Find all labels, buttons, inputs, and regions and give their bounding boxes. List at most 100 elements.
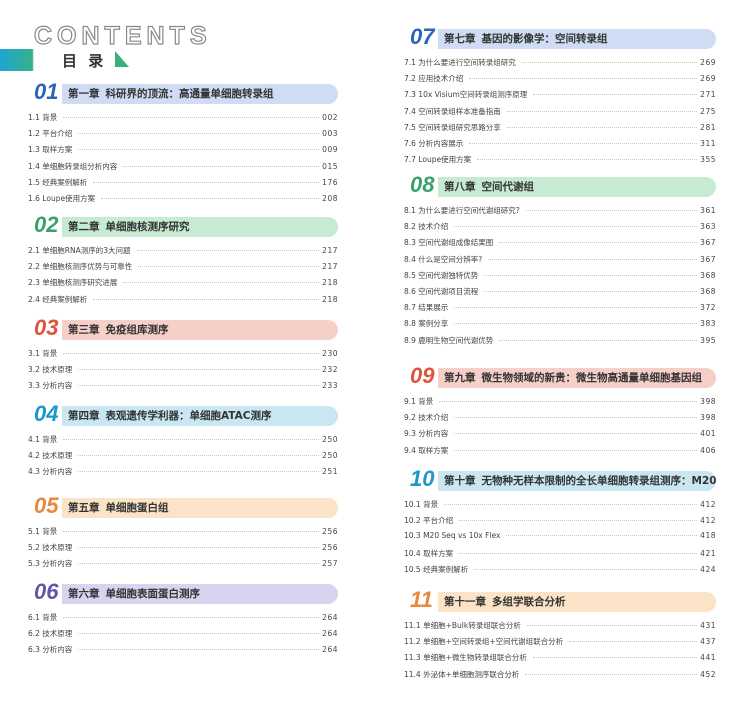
toc-entry[interactable]: 8.5 空间代谢独特优势 368 [404,270,716,286]
toc-entry[interactable]: 9.1 背景 398 [404,396,716,412]
toc-entry[interactable]: 3.2 技术原理 232 [28,364,338,380]
dot-leader [63,117,320,118]
chapter-label: 第六章 [68,588,100,600]
toc-entry[interactable]: 5.2 技术原理 256 [28,542,338,558]
chapter-header[interactable]: 07 第七章 基因的影像学：空间转录组 [404,24,716,51]
toc-entry[interactable]: 5.3 分析内容 257 [28,558,338,574]
toc-entry[interactable]: 6.2 技术原理 264 [28,628,338,644]
toc-entry[interactable]: 9.2 技术介绍 398 [404,412,716,428]
chapter-header[interactable]: 04 第四章 表观遗传学利器：单细胞ATAC测序 [28,401,338,428]
section-list: 6.1 背景 264 6.2 技术原理 264 6.3 分析内容 264 [28,612,338,661]
toc-entry[interactable]: 1.6 Loupe使用方案 208 [28,193,338,209]
toc-entry-label: 7.4 空间转录组样本准备指南 [404,106,501,116]
toc-entry-page: 002 [322,113,338,122]
toc-entry[interactable]: 8.3 空间代谢组成像结果图 367 [404,237,716,253]
toc-entry[interactable]: 7.7 Loupe使用方案 355 [404,154,716,170]
toc-entry[interactable]: 10.5 经典案例解析 424 [404,564,716,580]
chapter-header[interactable]: 03 第三章 免疫组库测序 [28,315,338,342]
toc-entry[interactable]: 10.1 背景 412 [404,499,716,515]
chapter-header[interactable]: 11 第十一章 多组学联合分析 [404,587,716,614]
header-gradient-bar [0,49,130,71]
toc-entry[interactable]: 10.4 取样方案 421 [404,548,716,564]
chapter-header[interactable]: 01 第一章 科研界的顶流：高通量单细胞转录组 [28,79,338,106]
toc-entry[interactable]: 6.1 背景 264 [28,612,338,628]
toc-entry[interactable]: 11.1 单细胞+Bulk转录组联合分析 431 [404,620,716,636]
toc-entry[interactable]: 2.3 单细胞核测序研究进展 218 [28,277,338,293]
dot-leader [525,673,698,675]
toc-entry-page: 418 [700,531,716,541]
toc-entry-label: 7.3 10x Visium空间转录组测序原理 [404,90,528,100]
toc-entry-label: 1.5 经典案例解析 [28,177,88,187]
toc-entry[interactable]: 6.3 分析内容 264 [28,644,338,660]
toc-entry[interactable]: 1.1 背景 002 [28,112,338,128]
chapter-header[interactable]: 10 第十章 无物种无样本限制的全长单细胞转录组测序：M20 seq [404,466,716,493]
chapter-title-bar: 第八章 空间代谢组 [438,177,716,197]
toc-entry-label: 8.5 空间代谢独特优势 [404,270,479,280]
toc-entry[interactable]: 9.3 分析内容 401 [404,428,716,444]
toc-entry[interactable]: 5.1 背景 256 [28,526,338,542]
toc-entry[interactable]: 1.2 平台介绍 003 [28,128,338,144]
toc-entry[interactable]: 9.4 取样方案 406 [404,445,716,461]
toc-entry[interactable]: 8.2 技术介绍 363 [404,221,716,237]
toc-entry[interactable]: 7.5 空间转录组研究思路分享 281 [404,122,716,138]
chapter-label: 第十章 [444,475,476,487]
dot-leader [484,274,698,276]
toc-entry[interactable]: 11.3 单细胞+微生物转录组联合分析 441 [404,652,716,668]
toc-entry[interactable]: 10.2 平台介绍 412 [404,515,716,531]
chapter-header[interactable]: 06 第六章 单细胞表面蛋白测序 [28,579,338,606]
dot-leader [78,455,320,457]
toc-entry[interactable]: 3.1 背景 230 [28,348,338,364]
toc-entry[interactable]: 11.2 单细胞+空间转录组+空间代谢组联合分析 437 [404,636,716,652]
toc-entry[interactable]: 8.1 为什么要进行空间代谢组研究? 361 [404,205,716,221]
toc-entry-label: 4.2 技术原理 [28,451,73,461]
dot-leader [138,266,320,268]
toc-entry[interactable]: 1.3 取样方案 009 [28,144,338,160]
dot-leader [469,142,698,144]
chapter-number: 01 [34,79,59,104]
chapter-header[interactable]: 05 第五章 单细胞蛋白组 [28,493,338,520]
toc-entry-label: 4.3 分析内容 [28,467,73,477]
chapter-number: 09 [410,363,435,388]
toc-entry[interactable]: 4.2 技术原理 250 [28,450,338,466]
toc-entry[interactable]: 10.3 M20 Seq vs 10x Flex 418 [404,531,716,547]
chapter-header[interactable]: 08 第八章 空间代谢组 [404,172,716,199]
toc-entry-label: 6.1 背景 [28,613,58,622]
toc-entry-page: 217 [322,246,338,255]
toc-entry[interactable]: 4.1 背景 250 [28,434,338,450]
toc-entry-label: 10.3 M20 Seq vs 10x Flex [404,531,501,541]
chapter-04: 04 第四章 表观遗传学利器：单细胞ATAC测序 4.1 背景 250 4.2 技术原理 2… [28,401,338,483]
dot-leader [78,563,320,565]
toc-entry-label: 1.4 单细胞转录组分析内容 [28,161,118,171]
dot-leader [93,298,320,300]
section-list: 7.1 为什么要进行空间转录组研究 269 7.2 应用技术介绍 269 7.3 10x… [404,57,716,170]
toc-entry-label: 11.3 单细胞+微生物转录组联合分析 [404,653,527,663]
toc-entry-label: 10.2 平台介绍 [404,516,454,526]
toc-entry[interactable]: 7.2 应用技术介绍 269 [404,73,716,89]
toc-entry[interactable]: 4.3 分析内容 251 [28,466,338,482]
toc-entry[interactable]: 8.4 什么是空间分辨率? 367 [404,254,716,270]
toc-entry[interactable]: 7.6 分析内容展示 311 [404,138,716,154]
toc-entry[interactable]: 7.3 10x Visium空间转录组测序原理 271 [404,89,716,105]
chapter-header[interactable]: 09 第九章 微生物领域的新贵：微生物高通量单细胞基因组 [404,363,716,390]
toc-entry-label: 8.6 空间代谢项目流程 [404,286,479,296]
toc-entry[interactable]: 3.3 分析内容 233 [28,380,338,396]
toc-entry[interactable]: 8.7 结果展示 372 [404,302,716,318]
toc-entry[interactable]: 8.9 鹿明生物空间代谢优势 395 [404,335,716,351]
toc-entry-page: 269 [700,58,716,67]
toc-entry[interactable]: 7.4 空间转录组样本准备指南 275 [404,106,716,122]
toc-entry[interactable]: 1.5 经典案例解析 176 [28,177,338,193]
toc-entry[interactable]: 2.2 单细胞核测序优势与可靠性 217 [28,261,338,277]
toc-entry-page: 355 [700,155,716,165]
dot-leader [506,110,698,112]
toc-entry[interactable]: 1.4 单细胞转录组分析内容 015 [28,161,338,177]
toc-entry[interactable]: 8.6 空间代谢项目流程 368 [404,286,716,302]
toc-entry[interactable]: 7.1 为什么要进行空间转录组研究 269 [404,57,716,73]
chapter-title-bar: 第三章 免疫组库测序 [62,320,338,340]
toc-entry[interactable]: 2.1 单细胞RNA测序的3大问题 217 [28,245,338,261]
toc-entry[interactable]: 8.8 案例分享 383 [404,318,716,334]
chapter-header[interactable]: 02 第二章 单细胞核测序研究 [28,212,338,239]
dot-leader [454,307,698,309]
toc-entry[interactable]: 2.4 经典案例解析 218 [28,294,338,310]
chapter-label: 第二章 [68,221,100,233]
toc-entry[interactable]: 11.4 外泌体+单细胞测序联合分析 452 [404,669,716,685]
